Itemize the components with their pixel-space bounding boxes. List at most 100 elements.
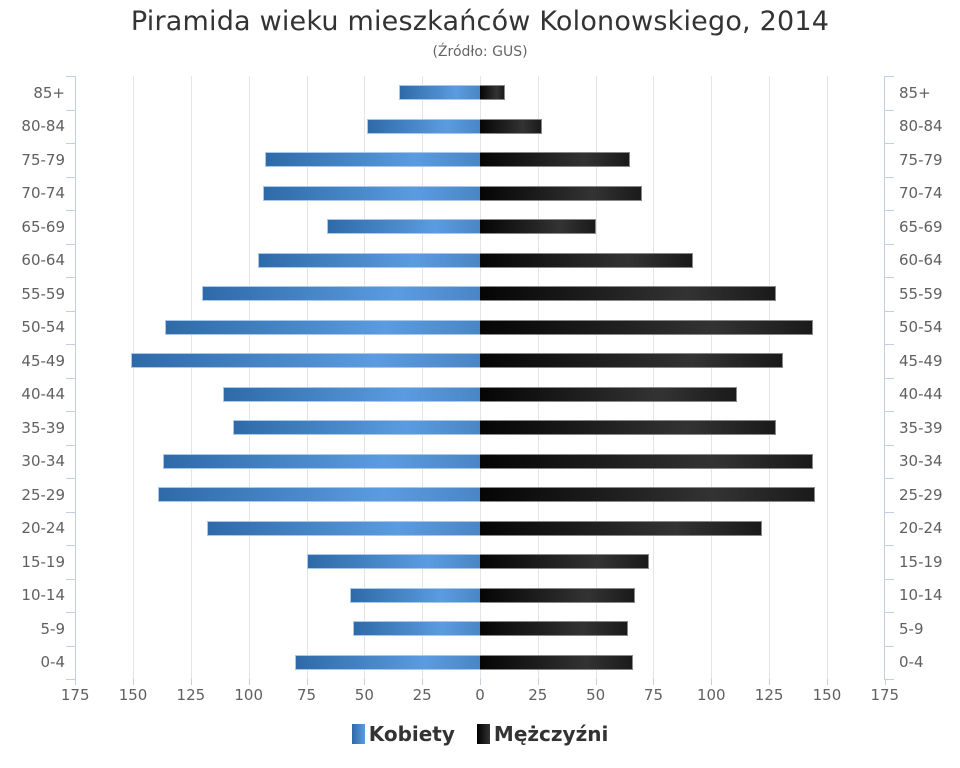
- chart-title: Piramida wieku mieszkańców Kolonowskiego…: [130, 6, 830, 37]
- bar-female[interactable]: [202, 286, 480, 302]
- gridline: [306, 76, 308, 679]
- x-tick-label: 125: [176, 686, 206, 704]
- y-tick-mark: [884, 612, 894, 613]
- y-tick-mark: [884, 645, 894, 647]
- y-label-right: 40-44: [899, 385, 943, 404]
- bar-male[interactable]: [480, 654, 633, 670]
- y-label-left: 30-34: [21, 452, 65, 471]
- x-tick-mark: [190, 679, 192, 685]
- bar-male[interactable]: [480, 319, 814, 335]
- bar-male[interactable]: [480, 386, 737, 402]
- x-tick-label: 75: [643, 686, 664, 704]
- bar-female[interactable]: [366, 118, 480, 134]
- x-tick-mark: [595, 679, 597, 685]
- y-label-right: 45-49: [899, 351, 943, 370]
- bar-male[interactable]: [480, 353, 783, 369]
- gridline: [480, 76, 481, 679]
- female-swatch-icon: [351, 724, 365, 744]
- bar-female[interactable]: [352, 621, 480, 637]
- y-tick-mark: [66, 210, 76, 211]
- bar-female[interactable]: [399, 85, 480, 101]
- bar-female[interactable]: [257, 252, 480, 268]
- legend: Kobiety Mężczyźni: [0, 722, 960, 746]
- x-tick-mark: [364, 679, 366, 685]
- y-label-right: 10-14: [899, 586, 943, 605]
- gridline: [769, 76, 771, 679]
- bar-female[interactable]: [262, 185, 480, 201]
- y-label-right: 0-4: [899, 653, 924, 672]
- y-tick-mark: [884, 243, 894, 245]
- y-label-left: 40-44: [21, 385, 65, 404]
- y-tick-mark: [884, 478, 894, 479]
- bar-male[interactable]: [480, 554, 649, 570]
- bar-male[interactable]: [480, 621, 629, 637]
- y-label-right: 30-34: [899, 452, 943, 471]
- x-tick-label: 175: [870, 686, 900, 704]
- bar-male[interactable]: [480, 118, 543, 134]
- bar-male[interactable]: [480, 85, 506, 101]
- bar-female[interactable]: [223, 386, 480, 402]
- legend-item-female[interactable]: Kobiety: [351, 722, 455, 746]
- gridline: [422, 76, 424, 679]
- y-tick-mark: [66, 310, 76, 312]
- bar-female[interactable]: [294, 654, 480, 670]
- bar-female[interactable]: [163, 453, 480, 469]
- bar-female[interactable]: [264, 152, 480, 168]
- y-label-right: 50-54: [899, 318, 943, 337]
- y-tick-mark: [884, 210, 894, 211]
- bar-female[interactable]: [306, 554, 480, 570]
- x-tick-label: 50: [586, 686, 606, 704]
- bar-male[interactable]: [480, 252, 693, 268]
- y-tick-mark: [66, 578, 76, 580]
- bar-male[interactable]: [480, 219, 596, 235]
- x-tick-mark: [422, 679, 424, 685]
- bar-female[interactable]: [350, 587, 480, 603]
- y-label-right: 65-69: [899, 217, 943, 236]
- x-tick-mark: [884, 679, 886, 685]
- bar-female[interactable]: [165, 319, 480, 335]
- x-tick-mark: [248, 679, 250, 685]
- y-tick-mark: [66, 176, 76, 178]
- y-tick-mark: [884, 511, 894, 513]
- bar-male[interactable]: [480, 587, 635, 603]
- bar-male[interactable]: [480, 487, 816, 503]
- y-tick-mark: [66, 109, 76, 111]
- y-label-right: 85+: [899, 83, 931, 102]
- y-tick-mark: [884, 344, 894, 345]
- y-tick-mark: [884, 578, 894, 580]
- y-tick-mark: [884, 76, 894, 77]
- gridline: [653, 76, 655, 679]
- y-label-left: 15-19: [21, 552, 65, 571]
- legend-item-male[interactable]: Mężczyźni: [476, 722, 608, 746]
- x-tick-label: 75: [296, 686, 317, 704]
- gridline: [537, 76, 539, 679]
- y-tick-mark: [66, 243, 76, 245]
- x-tick-label: 100: [234, 686, 263, 704]
- bar-male[interactable]: [480, 286, 777, 302]
- bar-male[interactable]: [480, 420, 777, 436]
- bar-female[interactable]: [232, 420, 480, 436]
- y-tick-mark: [66, 645, 76, 647]
- x-tick-label: 25: [412, 686, 432, 704]
- y-label-right: 5-9: [899, 619, 924, 638]
- bar-male[interactable]: [480, 520, 763, 536]
- bar-female[interactable]: [207, 520, 480, 536]
- y-label-left: 55-59: [21, 284, 65, 303]
- y-tick-mark: [66, 277, 76, 278]
- y-tick-mark: [884, 176, 894, 178]
- bar-female[interactable]: [158, 487, 480, 503]
- y-tick-mark: [884, 444, 894, 446]
- gridline: [364, 76, 366, 679]
- bar-female[interactable]: [130, 353, 480, 369]
- y-label-left: 75-79: [21, 150, 65, 169]
- male-swatch-icon: [476, 724, 490, 744]
- x-tick-label: 0: [475, 686, 485, 704]
- y-tick-mark: [66, 377, 76, 379]
- y-tick-mark: [66, 612, 76, 613]
- bar-male[interactable]: [480, 453, 814, 469]
- y-tick-mark: [66, 411, 76, 412]
- y-tick-mark: [884, 109, 894, 111]
- bar-female[interactable]: [327, 219, 480, 235]
- bar-male[interactable]: [480, 152, 631, 168]
- bar-male[interactable]: [480, 185, 642, 201]
